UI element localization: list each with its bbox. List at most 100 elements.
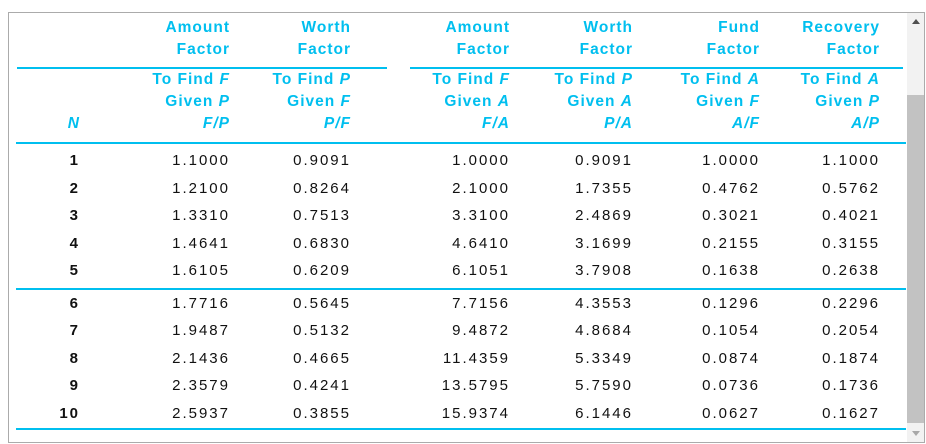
group-header-fp: Amount Factor <box>92 13 242 67</box>
sub-header-af: To Find A Given F A/F <box>645 67 772 147</box>
group-label-line2: Factor <box>706 41 760 58</box>
cell-pf: 0.5132 <box>293 322 351 340</box>
given-line: Given P <box>815 93 880 110</box>
cell-fp: 1.2100 <box>172 179 230 197</box>
group-header-ap: Recovery Factor <box>772 13 906 67</box>
sub-header-ap: To Find A Given P A/P <box>772 67 906 147</box>
symbol-line: A/F <box>732 115 760 132</box>
interest-factor-table: Amount Factor Worth Factor Amount Factor Worth… <box>16 13 906 427</box>
cell-fp: 1.4641 <box>172 234 230 252</box>
cell-ap: 0.1874 <box>822 349 880 367</box>
cell-pa: 2.4869 <box>575 207 633 225</box>
cell-n: 10 <box>59 404 80 422</box>
sub-header-pf: To Find P Given F P/F <box>242 67 363 147</box>
cell-ap: 1.1000 <box>822 152 880 170</box>
symbol-line: P/F <box>323 115 351 132</box>
cell-pf: 0.8264 <box>293 179 351 197</box>
group-label-line1: Fund <box>718 19 760 36</box>
section-rule <box>16 288 906 290</box>
cell-n: 7 <box>69 322 80 340</box>
table-row: 7 1.9487 0.5132 9.4872 4.8684 0.1054 0.2054 <box>16 317 906 345</box>
cell-pf: 0.4241 <box>293 377 351 395</box>
cell-af: 0.1296 <box>702 294 760 312</box>
group-header-fa: Amount Factor <box>363 13 522 67</box>
table-row: 10 2.5937 0.3855 15.9374 6.1446 0.0627 0.1627 <box>16 400 906 428</box>
cell-pf: 0.5645 <box>293 294 351 312</box>
find-line: To Find P <box>272 71 351 88</box>
cell-n: 8 <box>69 349 80 367</box>
cell-fa: 13.5795 <box>441 377 510 395</box>
cell-af: 0.0627 <box>702 404 760 422</box>
table-row: 1 1.1000 0.9091 1.0000 0.9091 1.0000 1.1000 <box>16 147 906 175</box>
symbol-line: F/A <box>482 115 510 132</box>
table-row: 8 2.1436 0.4665 11.4359 5.3349 0.0874 0.1874 <box>16 345 906 373</box>
scroll-up-button[interactable] <box>907 13 924 30</box>
cell-fa: 1.0000 <box>452 152 510 170</box>
scroll-up-icon <box>911 19 920 24</box>
cell-pf: 0.6209 <box>293 262 351 280</box>
cell-af: 0.0874 <box>702 349 760 367</box>
group-label-line2: Factor <box>579 41 633 58</box>
table-row: 3 1.3310 0.7513 3.3100 2.4869 0.3021 0.4021 <box>16 202 906 230</box>
cell-n: 5 <box>69 262 80 280</box>
cell-ap: 0.2296 <box>822 294 880 312</box>
find-line: To Find P <box>554 71 633 88</box>
scrollbar-thumb[interactable] <box>907 95 924 423</box>
cell-fa: 15.9374 <box>441 404 510 422</box>
cell-pf: 0.7513 <box>293 207 351 225</box>
column-header-n: N <box>16 67 92 147</box>
group-header-pa: Worth Factor <box>522 13 645 67</box>
symbol-line: F/P <box>202 115 230 132</box>
find-line: To Find F <box>152 71 230 88</box>
cell-pf: 0.9091 <box>293 152 351 170</box>
group-label-line1: Recovery <box>802 19 880 36</box>
cell-pa: 3.7908 <box>575 262 633 280</box>
header-rule <box>16 142 906 144</box>
cell-af: 0.4762 <box>702 179 760 197</box>
find-line: To Find F <box>432 71 510 88</box>
cell-ap: 0.1736 <box>822 377 880 395</box>
cell-ap: 0.5762 <box>822 179 880 197</box>
scroll-down-icon <box>911 431 920 436</box>
group-label-line2: Factor <box>176 41 230 58</box>
group-underline-left <box>17 67 387 69</box>
vertical-scrollbar[interactable] <box>907 13 924 442</box>
cell-n: 3 <box>69 207 80 225</box>
cell-af: 1.0000 <box>702 152 760 170</box>
sub-header-fp: To Find F Given P F/P <box>92 67 242 147</box>
group-header-empty <box>16 13 92 67</box>
group-header-row: Amount Factor Worth Factor Amount Factor Worth… <box>16 13 906 67</box>
cell-n: 6 <box>69 294 80 312</box>
cell-pf: 0.6830 <box>293 234 351 252</box>
interest-factor-table-panel: Amount Factor Worth Factor Amount Factor Worth… <box>8 12 925 443</box>
scroll-down-button[interactable] <box>907 425 924 442</box>
cell-fp: 1.9487 <box>172 322 230 340</box>
cell-n: 9 <box>69 377 80 395</box>
cell-pa: 5.3349 <box>575 349 633 367</box>
cell-af: 0.1054 <box>702 322 760 340</box>
group-label-line1: Amount <box>165 19 230 36</box>
find-line: To Find A <box>680 71 760 88</box>
table-body: 1 1.1000 0.9091 1.0000 0.9091 1.0000 1.1000 2 1.… <box>16 147 906 427</box>
cell-ap: 0.4021 <box>822 207 880 225</box>
group-label-line2: Factor <box>297 41 351 58</box>
cell-pa: 5.7590 <box>575 377 633 395</box>
cell-af: 0.1638 <box>702 262 760 280</box>
cell-af: 0.3021 <box>702 207 760 225</box>
bottom-rule <box>16 428 906 430</box>
cell-fa: 4.6410 <box>452 234 510 252</box>
cell-fp: 1.1000 <box>172 152 230 170</box>
cell-fp: 1.7716 <box>172 294 230 312</box>
cell-fa: 2.1000 <box>452 179 510 197</box>
group-label-line1: Worth <box>583 19 633 36</box>
find-line: To Find A <box>800 71 880 88</box>
cell-ap: 0.2054 <box>822 322 880 340</box>
table-row: 9 2.3579 0.4241 13.5795 5.7590 0.0736 0.1736 <box>16 372 906 400</box>
cell-fp: 1.6105 <box>172 262 230 280</box>
cell-pf: 0.3855 <box>293 404 351 422</box>
cell-fp: 2.1436 <box>172 349 230 367</box>
cell-pa: 0.9091 <box>575 152 633 170</box>
cell-ap: 0.2638 <box>822 262 880 280</box>
cell-af: 0.0736 <box>702 377 760 395</box>
sub-header-fa: To Find F Given A F/A <box>363 67 522 147</box>
